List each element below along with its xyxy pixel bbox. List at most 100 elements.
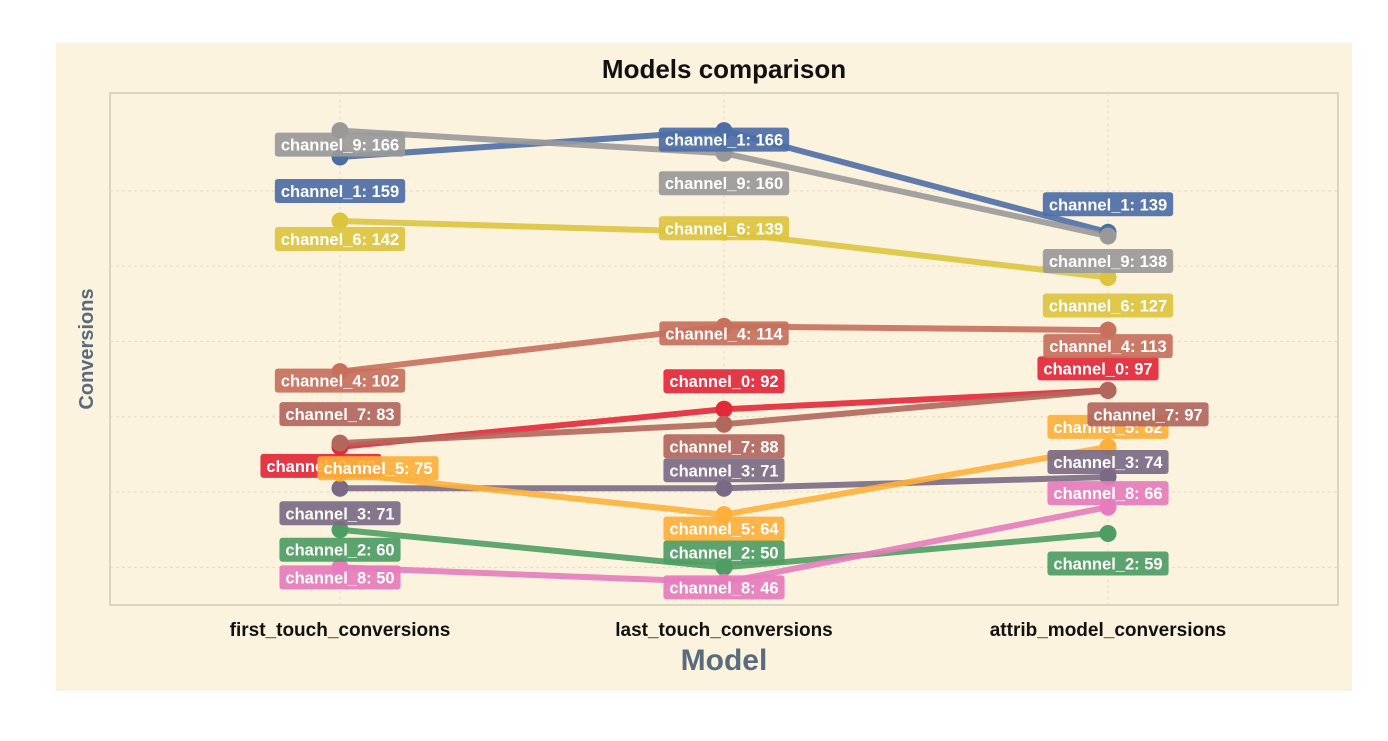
point-channel_6-2	[1099, 268, 1117, 286]
data-label-text: channel_6: 142	[281, 231, 399, 249]
data-label-channel_3-0: channel_3: 71	[279, 501, 401, 526]
data-label-channel_9-1: channel_9: 160	[658, 171, 790, 196]
data-label-channel_8-1: channel_8: 46	[663, 575, 785, 600]
data-label-text: channel_2: 60	[285, 542, 394, 560]
data-label-text: channel_9: 138	[1049, 253, 1167, 271]
data-label-box	[1047, 481, 1169, 506]
data-label-channel_5-1: channel_5: 64	[663, 516, 785, 541]
data-label-channel_1-2: channel_1: 139	[1042, 192, 1174, 217]
data-label-text: channel_1: 139	[1049, 196, 1167, 214]
point-channel_6-0	[331, 212, 349, 230]
data-label-box	[274, 227, 406, 251]
data-label-text: channel_8: 66	[1053, 485, 1162, 503]
data-label-channel_2-2: channel_2: 59	[1047, 551, 1169, 576]
data-label-box	[658, 171, 790, 196]
point-channel_9-2	[1099, 227, 1117, 245]
data-label-box	[663, 434, 785, 459]
x-tick-label: first_touch_conversions	[230, 620, 451, 641]
data-label-channel_6-2: channel_6: 127	[1042, 293, 1174, 318]
data-label-text: channel_4: 114	[665, 325, 783, 343]
point-channel_0-1	[715, 400, 733, 418]
data-label-box	[274, 368, 406, 393]
data-label-box	[1037, 356, 1159, 381]
data-label-box	[279, 501, 401, 526]
data-label-channel_8-0: channel_8: 50	[279, 565, 401, 590]
data-label-text: channel_8: 50	[285, 569, 394, 587]
data-label-channel_2-0: channel_2: 60	[279, 537, 401, 562]
data-label-box	[1087, 402, 1209, 427]
data-label-box	[1047, 450, 1169, 474]
data-label-text: channel_1: 166	[665, 132, 783, 150]
data-label-box	[279, 402, 401, 427]
x-tick-labels: first_touch_conversions last_touch_conver…	[230, 620, 1227, 641]
data-label-channel_3-2: channel_3: 74	[1047, 450, 1169, 474]
x-tick-label: attrib_model_conversions	[990, 620, 1227, 641]
data-label-box	[1043, 334, 1173, 359]
data-label-box	[1042, 249, 1174, 274]
data-label-box	[663, 516, 785, 541]
data-label-text: channel_5: 75	[323, 460, 432, 478]
data-label-box	[658, 127, 790, 152]
y-axis-title: Conversions	[76, 288, 98, 409]
data-label-channel_8-2: channel_8: 66	[1047, 481, 1169, 506]
point-channel_2-0	[331, 521, 349, 539]
data-label-text: channel_4: 102	[281, 373, 399, 391]
data-label-box	[1042, 293, 1174, 318]
data-label-text: channel_2: 50	[669, 544, 778, 562]
point-channel_7-1	[715, 415, 733, 433]
data-label-channel_6-1: channel_6: 139	[658, 216, 790, 241]
data-label-channel_0-1: channel_0: 92	[663, 369, 785, 394]
data-label-text: channel_0: 97	[1043, 360, 1152, 378]
data-label-box	[274, 179, 406, 203]
data-label-box	[279, 537, 401, 562]
data-label-box	[1042, 192, 1174, 217]
x-axis-title: Model	[681, 644, 768, 677]
data-label-text: channel_7: 83	[285, 406, 394, 424]
data-label-channel_4-0: channel_4: 102	[274, 368, 406, 393]
data-label-box	[663, 575, 785, 600]
data-label-text: channel_8: 46	[669, 579, 778, 597]
data-label-box	[1047, 551, 1169, 576]
data-label-channel_9-2: channel_9: 138	[1042, 249, 1174, 274]
data-label-channel_5-0: channel_5: 75	[317, 456, 439, 481]
data-label-text: channel_3: 74	[1053, 454, 1163, 472]
data-label-text: channel_6: 139	[665, 220, 783, 238]
data-label-channel_4-2: channel_4: 113	[1043, 334, 1173, 359]
point-channel_2-2	[1099, 524, 1117, 542]
data-label-channel_7-2: channel_7: 97	[1087, 402, 1209, 427]
data-label-channel_7-1: channel_7: 88	[663, 434, 785, 459]
data-label-text: channel_3: 71	[669, 462, 778, 480]
data-label-channel_3-1: channel_3: 71	[663, 458, 785, 483]
data-label-text: channel_9: 160	[665, 175, 783, 193]
data-label-channel_2-1: channel_2: 50	[663, 540, 785, 565]
data-label-text: channel_7: 88	[669, 438, 778, 456]
data-label-text: channel_2: 59	[1053, 555, 1162, 573]
data-label-channel_0-2: channel_0: 97	[1037, 356, 1159, 381]
data-label-text: channel_5: 64	[669, 521, 779, 539]
data-label-box	[659, 321, 789, 346]
data-label-channel_9-0: channel_9: 166	[274, 132, 406, 157]
data-label-text: channel_4: 113	[1049, 338, 1166, 356]
data-label-channel_7-0: channel_7: 83	[279, 402, 401, 427]
data-label-channel_6-0: channel_6: 142	[274, 227, 406, 251]
point-channel_7-0	[331, 434, 349, 452]
data-label-text: channel_3: 71	[285, 505, 394, 523]
data-label-box	[279, 565, 401, 590]
data-label-box	[274, 132, 406, 157]
data-label-box	[317, 456, 439, 481]
chart-title: Models comparison	[602, 54, 846, 84]
data-label-channel_1-0: channel_1: 159	[274, 179, 406, 203]
data-label-text: channel_9: 166	[281, 137, 399, 155]
point-channel_3-1	[715, 479, 733, 497]
data-label-channel_1-1: channel_1: 166	[658, 127, 790, 152]
data-label-box	[663, 369, 785, 394]
data-label-channel_4-1: channel_4: 114	[659, 321, 789, 346]
point-channel_3-0	[331, 479, 349, 497]
point-channel_7-2	[1099, 381, 1117, 399]
data-label-text: channel_1: 159	[281, 183, 399, 201]
data-label-text: channel_7: 97	[1093, 406, 1202, 424]
data-label-box	[663, 458, 785, 483]
data-label-box	[663, 540, 785, 565]
